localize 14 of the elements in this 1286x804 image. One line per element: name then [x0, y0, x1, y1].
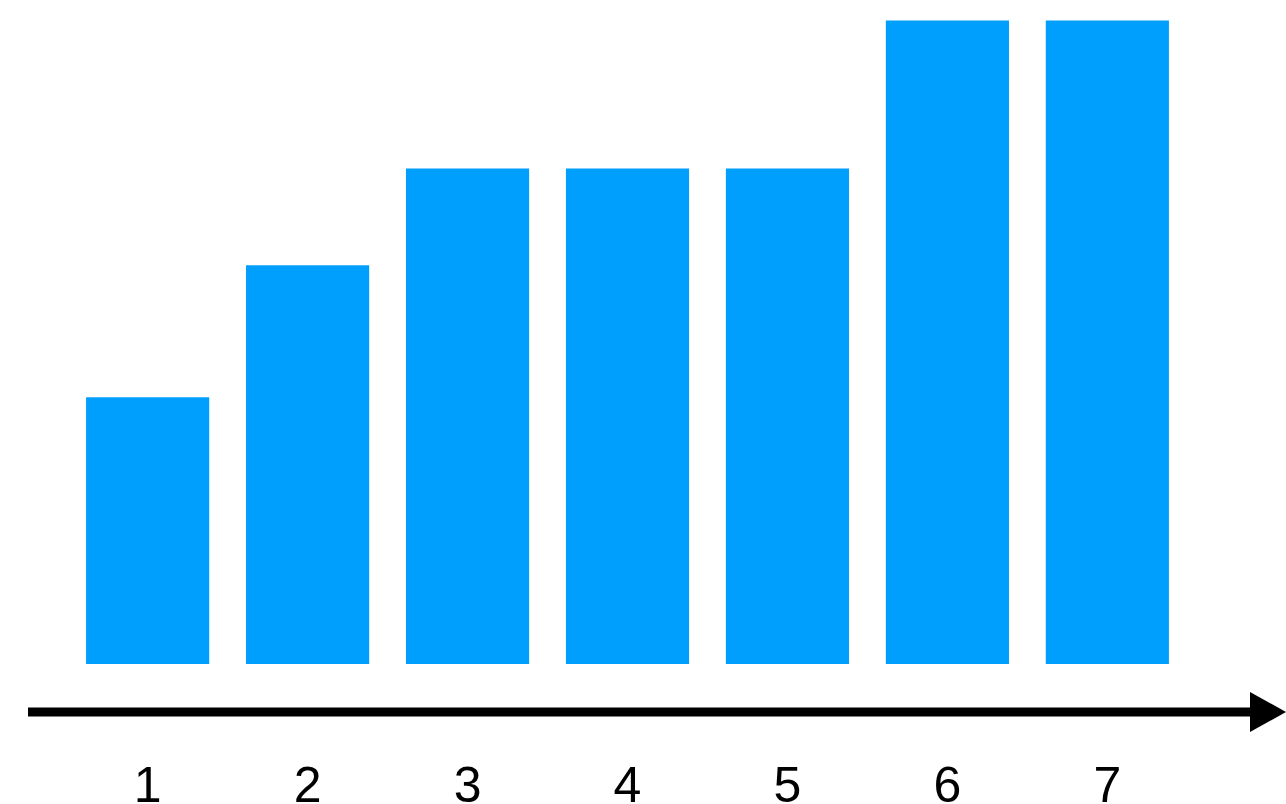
- x-tick-label: 7: [1093, 756, 1122, 804]
- x-tick-label: 1: [133, 756, 162, 804]
- bar: [725, 168, 850, 664]
- x-tick-label: 3: [453, 756, 482, 804]
- x-tick-label: 2: [293, 756, 322, 804]
- bar: [885, 20, 1009, 664]
- x-tick-label: 4: [613, 756, 642, 804]
- bar: [405, 168, 530, 664]
- x-tick-label: 5: [773, 756, 802, 804]
- bar: [1045, 20, 1169, 664]
- bar: [246, 265, 370, 664]
- x-tick-label: 6: [933, 756, 962, 804]
- bar: [86, 397, 210, 664]
- bar: [565, 168, 690, 664]
